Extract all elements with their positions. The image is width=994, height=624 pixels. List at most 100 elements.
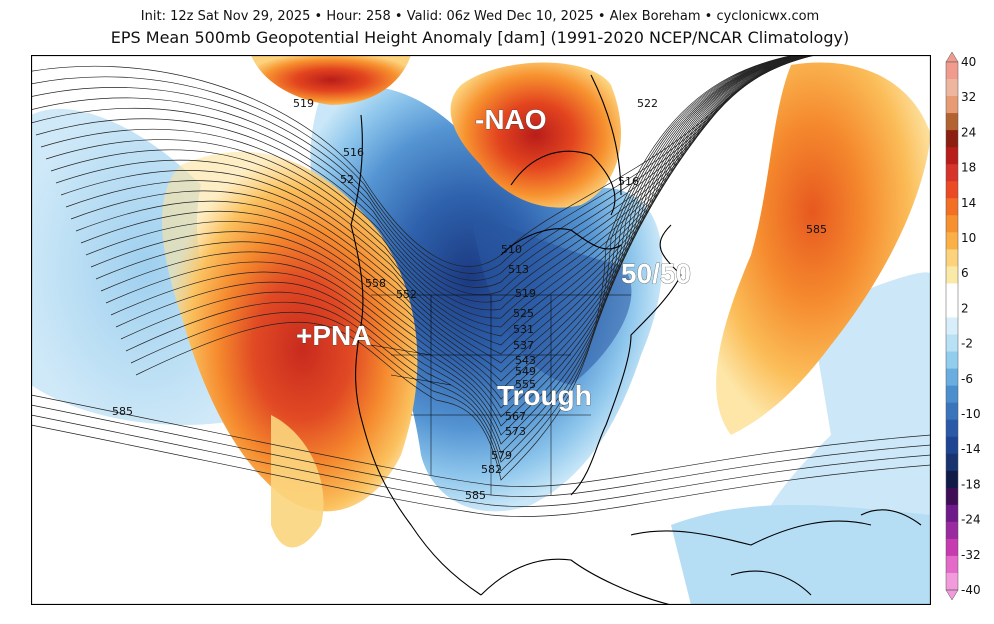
height-contour-line <box>31 414 931 507</box>
height-contour-line <box>60 55 811 346</box>
height-contour-line <box>75 55 808 373</box>
contour-labels: 5195165225165251051351952553153754354955… <box>112 97 827 502</box>
map-frame <box>31 55 931 605</box>
height-contour-line <box>35 55 815 303</box>
colorbar-cell <box>946 487 958 506</box>
colorbar-cell <box>946 538 958 557</box>
colorbar-tick-label: -32 <box>961 548 981 562</box>
height-contour-line <box>50 55 812 328</box>
height-contour-line <box>115 55 801 445</box>
colorbar-cell <box>946 470 958 489</box>
trough-annotation: Trough <box>497 380 592 411</box>
height-contour-line <box>95 55 804 409</box>
colorbar-cell <box>946 385 958 404</box>
fifty-fifty-annotation: 50/50 <box>621 258 691 289</box>
colorbar-tick-label: -2 <box>961 337 973 351</box>
map-title: EPS Mean 500mb Geopotential Height Anoma… <box>110 28 850 47</box>
height-contour-line <box>120 55 800 454</box>
height-contour-line <box>125 55 799 463</box>
colorbar-cell <box>946 334 958 353</box>
colorbar-tick-label: -10 <box>961 407 981 421</box>
contour-label-c579: 579 <box>491 449 512 462</box>
anomaly-colorbar: 40 32 24 18 14 10 6 2 -2 -6 -10 -14 -18 -24 -32 -40 <box>945 51 981 601</box>
contour-label-c549: 549 <box>515 365 536 378</box>
contour-label-c543: 543 <box>515 354 536 367</box>
contour-label-c582: 582 <box>481 463 502 476</box>
contour-label-c558: 558 <box>365 277 386 290</box>
contour-label-c52x: 52 <box>340 173 354 186</box>
height-contour-line <box>65 55 810 355</box>
colorbar-cell <box>946 181 958 199</box>
west-coast-ridge-anomaly <box>162 151 418 512</box>
colorbar-cell <box>946 62 958 80</box>
contour-label-c516b: 516 <box>618 175 639 188</box>
pna-annotation: +PNA <box>296 320 371 351</box>
colorbar-cell <box>946 266 958 284</box>
caribbean-negative-anomaly <box>671 505 931 605</box>
colorbar-top-arrow <box>945 51 959 63</box>
height-contour-line <box>31 55 815 295</box>
contour-label-c516a: 516 <box>343 146 364 159</box>
nao-annotation: -NAO <box>475 104 547 135</box>
anomaly-map: 5195165225165251051351952553153754354955… <box>31 55 931 605</box>
colorbar-cell <box>946 317 958 336</box>
colorbar-tick-label: 18 <box>961 161 976 175</box>
colorbar-tick-label: -6 <box>961 372 973 386</box>
height-contour-line <box>80 55 807 382</box>
contour-label-c513: 513 <box>508 263 529 276</box>
colorbar-tick-label: 40 <box>961 55 976 69</box>
height-contour-line <box>100 55 803 418</box>
colorbar-tick-label: -18 <box>961 477 981 491</box>
colorbar-tick-label: -40 <box>961 583 981 597</box>
height-contour-line <box>90 55 805 400</box>
colorbar-tick-label: 24 <box>961 125 976 139</box>
contour-label-c519a: 519 <box>293 97 314 110</box>
colorbar-cell <box>946 113 958 131</box>
height-contour-line <box>130 55 798 472</box>
colorbar-cell <box>946 402 958 421</box>
greenland-ridge-anomaly <box>450 62 621 208</box>
contour-label-c585a: 585 <box>112 405 133 418</box>
colorbar-cell <box>946 215 958 233</box>
colorbar-tick-label: 6 <box>961 266 969 280</box>
colorbar-cell <box>946 436 958 455</box>
colorbar-cell <box>946 164 958 182</box>
colorbar-cell <box>946 96 958 114</box>
contour-label-c552: 552 <box>396 288 417 301</box>
colorbar-cell <box>946 130 958 148</box>
colorbar-cell <box>946 521 958 540</box>
colorbar-cell <box>946 368 958 387</box>
colorbar-tick-label: -24 <box>961 513 981 527</box>
contour-label-c573: 573 <box>505 425 526 438</box>
colorbar-tick-label: 32 <box>961 90 976 104</box>
colorbar-tick-label: 14 <box>961 196 976 210</box>
height-contour-line <box>31 424 931 517</box>
contour-label-c567: 567 <box>505 410 526 423</box>
height-contour-line <box>110 55 802 436</box>
colorbar-cell <box>946 198 958 216</box>
colorbar-cell <box>946 419 958 438</box>
colorbar-cell <box>946 555 958 574</box>
height-contour-line <box>85 55 806 391</box>
contour-label-c537: 537 <box>513 339 534 352</box>
north-pacific-ridge-anomaly <box>251 55 411 105</box>
colorbar-cell <box>946 232 958 250</box>
colorbar-cell <box>946 572 958 591</box>
height-contour-line <box>31 55 816 288</box>
state-borders <box>370 294 631 495</box>
colorbar-cell <box>946 351 958 370</box>
colorbar-tick-label: 2 <box>961 301 969 315</box>
contour-label-c525: 525 <box>513 307 534 320</box>
colorbar-cell <box>946 283 958 301</box>
height-contour-line <box>135 55 797 481</box>
height-contour-line <box>70 55 809 364</box>
colorbar-cell <box>946 453 958 472</box>
contour-label-c519b: 519 <box>515 287 536 300</box>
colorbar-bottom-arrow <box>945 589 959 601</box>
colorbar-cell <box>946 79 958 97</box>
colorbar-tick-label: 10 <box>961 231 976 245</box>
colorbar-tick-label: -14 <box>961 442 981 456</box>
coastlines <box>350 74 922 605</box>
contour-label-c531: 531 <box>513 323 534 336</box>
height-contour-line <box>40 55 814 311</box>
